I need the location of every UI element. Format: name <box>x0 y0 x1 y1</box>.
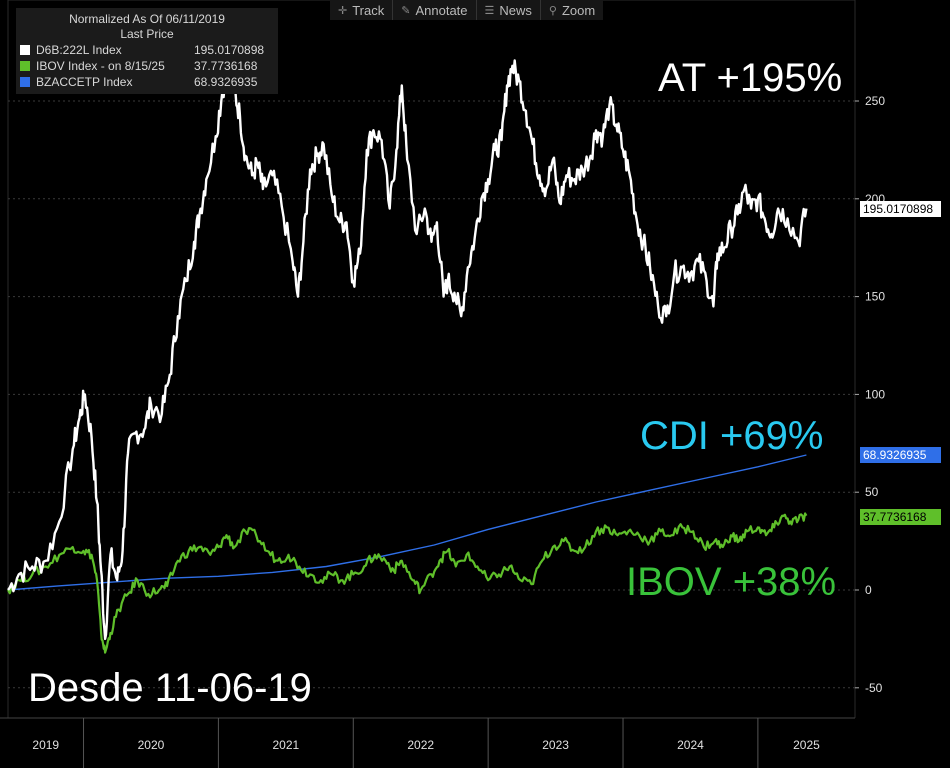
crosshair-icon: ✛ <box>338 4 348 17</box>
plot-frame <box>7 0 856 719</box>
y-tick-label: 0 <box>865 583 872 597</box>
x-axis-band <box>0 718 950 768</box>
legend-value: 195.0170898 <box>194 43 265 57</box>
x-tick-label: 2021 <box>272 738 299 752</box>
magnifier-icon: ⚲ <box>548 4 557 17</box>
news-button[interactable]: ☰ News <box>475 0 540 20</box>
chart-toolbar: ✛ Track ✎ Annotate ☰ News ⚲ Zoom <box>330 0 604 20</box>
track-button[interactable]: ✛ Track <box>330 0 392 20</box>
legend-name: IBOV Index - on 8/15/25 <box>36 59 165 73</box>
last-price-tag-ibov: 37.7736168 <box>860 509 941 525</box>
annotate-button[interactable]: ✎ Annotate <box>392 0 475 20</box>
legend-name: D6B:222L Index <box>36 43 122 57</box>
y-tick-label: 50 <box>865 485 879 499</box>
zoom-button[interactable]: ⚲ Zoom <box>539 0 603 20</box>
grid <box>7 0 856 719</box>
pencil-icon: ✎ <box>401 4 411 17</box>
news-icon: ☰ <box>484 4 495 17</box>
annotation-since: Desde 11-06-19 <box>28 666 312 710</box>
x-tick-label: 2019 <box>32 738 59 752</box>
annotation-at: AT +195% <box>658 56 843 100</box>
annotate-label: Annotate <box>415 2 468 18</box>
last-price-tag-cdi: 68.9326935 <box>860 447 941 463</box>
legend: Normalized As Of 06/11/2019 Last Price D… <box>16 8 278 94</box>
legend-value: 68.9326935 <box>194 75 258 89</box>
legend-swatch-at <box>20 45 30 55</box>
zoom-label: Zoom <box>561 2 596 18</box>
legend-name: BZACCETP Index <box>36 75 133 89</box>
y-tick-label: -50 <box>865 681 883 695</box>
news-label: News <box>499 2 532 18</box>
legend-swatch-cdi <box>20 77 30 87</box>
last-price-tag-at: 195.0170898 <box>860 201 941 217</box>
x-tick-label: 2024 <box>677 738 704 752</box>
legend-row-at: D6B:222L Index 195.0170898 <box>16 42 278 58</box>
track-label: Track <box>352 2 385 18</box>
legend-subtitle: Last Price <box>120 27 174 41</box>
series-lines <box>7 59 808 654</box>
x-tick-label: 2023 <box>542 738 569 752</box>
legend-title: Normalized As Of 06/11/2019 <box>69 12 225 26</box>
x-tick-label: 2025 <box>793 738 820 752</box>
legend-row-cdi: BZACCETP Index 68.9326935 <box>16 74 278 90</box>
y-tick-label: 150 <box>865 290 885 304</box>
y-tick-label: 100 <box>865 387 885 401</box>
series-line-ibov <box>7 512 808 654</box>
x-tick-label: 2020 <box>138 738 165 752</box>
annotation-cdi: CDI +69% <box>640 414 824 458</box>
legend-swatch-ibov <box>20 61 30 71</box>
x-axis: 2019 2020 2021 2022 2023 2024 2025 <box>0 717 950 768</box>
legend-value: 37.7736168 <box>194 59 258 73</box>
annotation-ibov: IBOV +38% <box>626 560 837 604</box>
x-tick-label: 2022 <box>407 738 434 752</box>
legend-row-ibov: IBOV Index - on 8/15/25 37.7736168 <box>16 58 278 74</box>
series-line-at <box>7 59 808 641</box>
y-tick-label: 250 <box>865 94 885 108</box>
